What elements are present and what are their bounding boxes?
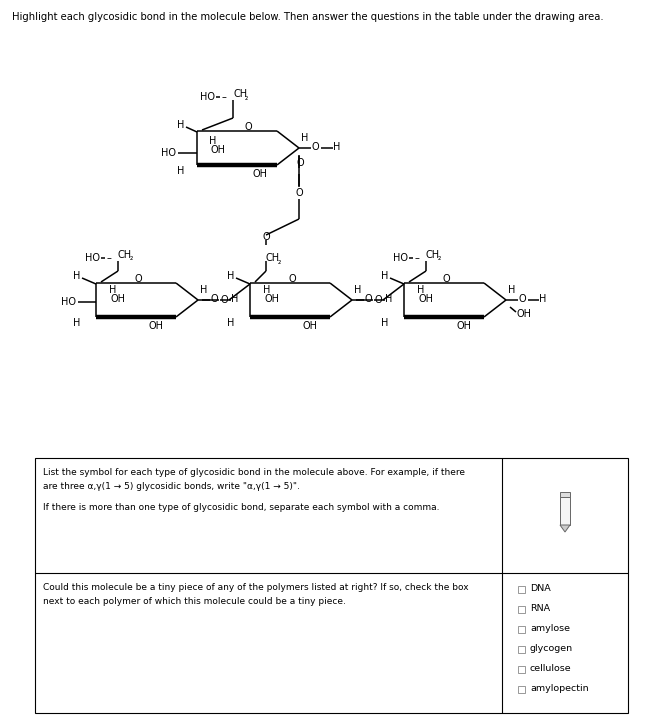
- Text: H: H: [417, 285, 424, 295]
- Text: –: –: [415, 253, 420, 263]
- Text: are three α,γ(1 → 5) glycosidic bonds, write "α,γ(1 → 5)".: are three α,γ(1 → 5) glycosidic bonds, w…: [43, 482, 300, 491]
- Text: O: O: [295, 188, 303, 198]
- Text: H: H: [508, 285, 516, 295]
- Text: OH: OH: [264, 294, 279, 304]
- Text: H: H: [200, 285, 208, 295]
- Text: OH: OH: [418, 294, 434, 304]
- Text: H: H: [177, 120, 184, 130]
- Text: H: H: [301, 133, 308, 143]
- Text: DNA: DNA: [530, 584, 551, 593]
- Text: H: H: [386, 294, 393, 304]
- Text: O: O: [374, 295, 382, 305]
- Text: O: O: [134, 274, 142, 284]
- Text: H: H: [381, 271, 388, 281]
- Text: O: O: [296, 158, 304, 168]
- Text: H: H: [539, 294, 547, 304]
- Text: H: H: [109, 285, 117, 295]
- Text: –: –: [107, 253, 112, 263]
- Text: OH: OH: [252, 169, 268, 179]
- Text: H: H: [381, 318, 388, 328]
- Text: H: H: [72, 318, 80, 328]
- Bar: [518, 686, 525, 692]
- Text: ₂: ₂: [278, 256, 281, 266]
- Text: HO: HO: [61, 297, 76, 307]
- Text: amylose: amylose: [530, 624, 570, 633]
- Text: HO: HO: [161, 148, 176, 158]
- Bar: [518, 606, 525, 612]
- Text: If there is more than one type of glycosidic bond, separate each symbol with a c: If there is more than one type of glycos…: [43, 503, 440, 512]
- Bar: [518, 646, 525, 652]
- Bar: [518, 665, 525, 673]
- Bar: [560, 492, 570, 497]
- Text: CH: CH: [426, 250, 440, 260]
- Text: O: O: [364, 294, 372, 304]
- Text: ₂: ₂: [438, 253, 442, 263]
- Text: H: H: [210, 136, 217, 146]
- Text: CH: CH: [266, 253, 280, 263]
- Text: HO: HO: [85, 253, 100, 263]
- Text: O: O: [262, 232, 270, 242]
- Text: O: O: [220, 295, 228, 305]
- Text: OH: OH: [210, 145, 225, 155]
- Text: O: O: [210, 294, 218, 304]
- Text: RNA: RNA: [530, 604, 550, 613]
- Text: H: H: [333, 142, 341, 152]
- Text: O: O: [442, 274, 450, 284]
- Text: ₂: ₂: [245, 92, 248, 101]
- Text: H: H: [264, 285, 271, 295]
- Text: OH: OH: [517, 309, 532, 319]
- Bar: [518, 625, 525, 633]
- Text: List the symbol for each type of glycosidic bond in the molecule above. For exam: List the symbol for each type of glycosi…: [43, 468, 465, 477]
- Text: glycogen: glycogen: [530, 644, 573, 653]
- Text: OH: OH: [111, 294, 125, 304]
- Text: HO: HO: [200, 92, 215, 102]
- Bar: [560, 497, 570, 525]
- Polygon shape: [560, 525, 570, 532]
- Text: cellulose: cellulose: [530, 664, 571, 673]
- Text: OH: OH: [457, 321, 471, 331]
- Bar: [35, 458, 628, 713]
- Text: O: O: [288, 274, 296, 284]
- Text: O: O: [311, 142, 319, 152]
- Text: –: –: [222, 92, 227, 102]
- Text: Highlight each glycosidic bond in the molecule below. Then answer the questions : Highlight each glycosidic bond in the mo…: [12, 12, 604, 22]
- Text: CH: CH: [233, 89, 247, 99]
- Text: H: H: [72, 271, 80, 281]
- Text: HO: HO: [393, 253, 408, 263]
- Text: O: O: [244, 122, 252, 132]
- Text: H: H: [227, 271, 234, 281]
- Text: OH: OH: [302, 321, 318, 331]
- Text: ₂: ₂: [130, 253, 133, 263]
- Text: CH: CH: [118, 250, 132, 260]
- Text: next to each polymer of which this molecule could be a tiny piece.: next to each polymer of which this molec…: [43, 597, 346, 606]
- Text: H: H: [177, 166, 184, 176]
- Text: H: H: [231, 294, 239, 304]
- Text: OH: OH: [148, 321, 163, 331]
- Text: Could this molecule be a tiny piece of any of the polymers listed at right? If s: Could this molecule be a tiny piece of a…: [43, 583, 469, 592]
- Text: amylopectin: amylopectin: [530, 684, 588, 693]
- Bar: [518, 585, 525, 593]
- Text: H: H: [355, 285, 362, 295]
- Text: H: H: [227, 318, 234, 328]
- Text: O: O: [518, 294, 526, 304]
